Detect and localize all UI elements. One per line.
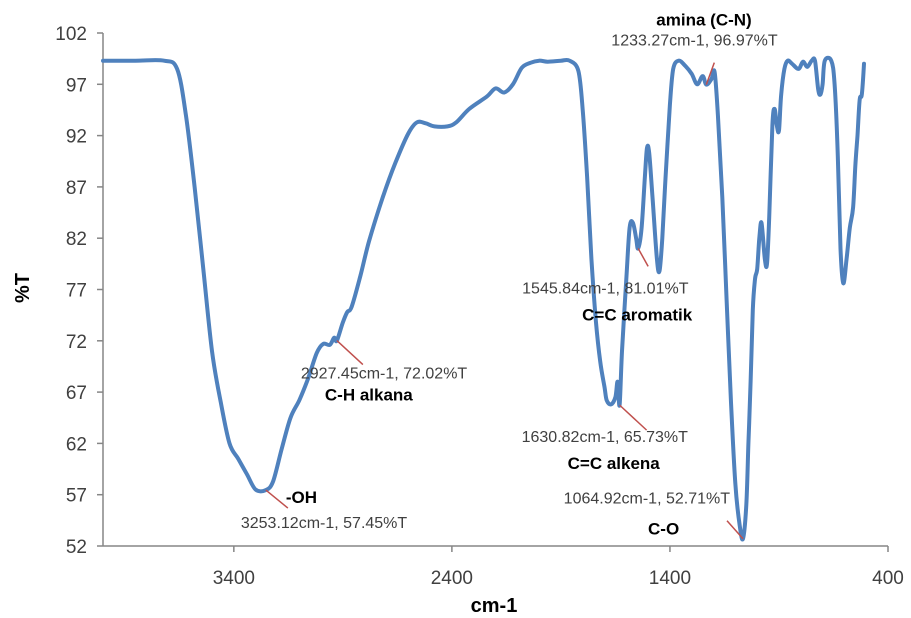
annotation-value-label: 2927.45cm-1, 72.02%T — [301, 366, 468, 383]
annotation-group-label: C=C alkena — [568, 454, 661, 473]
annotation-value-label: 1545.84cm-1, 81.01%T — [522, 280, 689, 297]
annotation-leaders — [265, 62, 744, 540]
y-tick-label: 87 — [66, 178, 87, 199]
annotation-group-label: -OH — [286, 488, 317, 507]
series-line — [101, 55, 866, 542]
annotation-leader — [619, 404, 648, 431]
annotation-value-label: 3253.12cm-1, 57.45%T — [241, 515, 408, 532]
tick-labels: 52 57 62 67 72 77 82 87 92 97 102 3400 2400 1400 400 — [55, 24, 904, 589]
y-tick-label: 82 — [66, 229, 87, 250]
x-tick-label: 400 — [872, 568, 904, 589]
y-tick-label: 62 — [66, 434, 87, 455]
annotation-leader — [637, 247, 649, 267]
annotation-value-label: 1233.27cm-1, 96.97%T — [611, 33, 778, 50]
x-tick-label: 1400 — [649, 568, 691, 589]
annotation-group-label: C-H alkana — [325, 386, 413, 405]
y-tick-label: 57 — [66, 486, 87, 507]
annotation-leader — [265, 489, 289, 509]
annotation-group-label: C=C aromatik — [582, 305, 693, 324]
y-tick-label: 77 — [66, 281, 87, 302]
x-axis-title: cm-1 — [471, 595, 518, 617]
annotations: 3253.12cm-1, 57.45%T -OH 2927.45cm-1, 72.0… — [241, 11, 778, 539]
y-tick-label: 102 — [55, 24, 87, 45]
annotation-value-label: 1630.82cm-1, 65.73%T — [522, 429, 689, 446]
annotation-leader — [705, 62, 716, 85]
y-tick-label: 97 — [66, 75, 87, 96]
annotation-leader — [336, 340, 364, 366]
x-tick-label: 2400 — [431, 568, 473, 589]
y-tick-label: 52 — [66, 537, 87, 558]
y-tick-label: 72 — [66, 332, 87, 353]
annotation-group-label: C-O — [648, 520, 679, 539]
axes — [97, 32, 889, 552]
annotation-leader — [726, 520, 744, 540]
annotation-value-label: 1064.92cm-1, 52.71%T — [564, 491, 731, 508]
x-tick-label: 3400 — [213, 568, 255, 589]
y-axis-title: %T — [12, 273, 34, 303]
y-tick-label: 92 — [66, 127, 87, 148]
y-tick-label: 67 — [66, 383, 87, 404]
annotation-group-label: amina (C-N) — [656, 11, 751, 30]
